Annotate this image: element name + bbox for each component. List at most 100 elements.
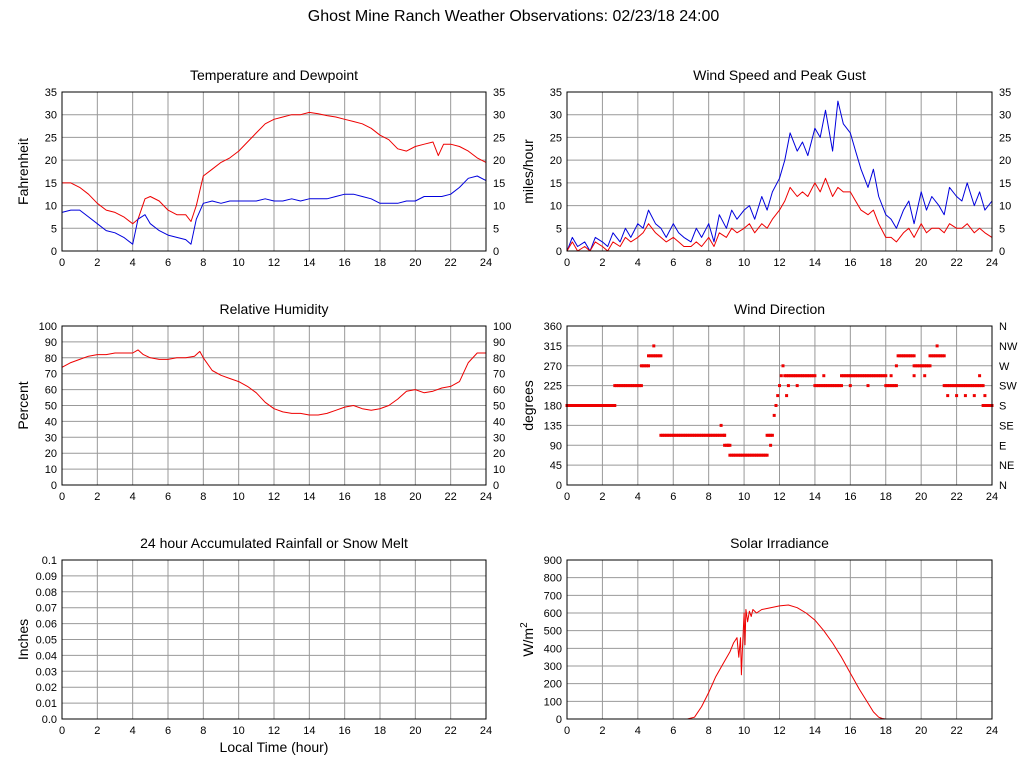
x-tick-label: 18: [880, 257, 892, 269]
x-tick-label: 16: [339, 257, 351, 269]
wind-direction-point: [696, 433, 700, 437]
y-tick-label: 30: [45, 432, 57, 444]
y-tick-label: 35: [550, 87, 562, 99]
wind-direction-point: [854, 374, 858, 378]
x-tick-label: 12: [268, 257, 280, 269]
wind-direction-point: [668, 433, 672, 437]
wind-direction-point: [817, 384, 820, 388]
x-tick-label: 18: [374, 257, 386, 269]
wind-direction-point: [732, 453, 735, 457]
rh-title: Relative Humidity: [220, 301, 329, 317]
wind-direction-point: [801, 374, 804, 378]
wind-direction-point: [707, 433, 711, 437]
wind-direction-point: [949, 384, 953, 388]
wind-direction-point: [889, 374, 893, 378]
wind-direction-point: [864, 374, 868, 378]
y-tick-label: 0.07: [36, 603, 57, 615]
x-tick-label: 0: [564, 491, 570, 503]
wind-direction-point: [700, 433, 704, 437]
wind-direction-point: [753, 453, 757, 457]
wind-direction-point: [939, 354, 943, 358]
wind-direction-point: [716, 433, 719, 437]
right-tick-label: 10: [999, 201, 1011, 213]
wind-direction-point: [788, 374, 792, 378]
wind-direction-point: [756, 453, 760, 457]
wind-direction-point: [576, 404, 580, 407]
wind-direction-point: [708, 433, 712, 437]
wind-direction-point: [774, 404, 778, 407]
wind-direction-point: [935, 354, 939, 358]
temp-y-axis-label: Fahrenheit: [15, 138, 31, 205]
y-tick-label: 0: [556, 714, 562, 726]
x-tick-label: 10: [233, 491, 245, 503]
wind-direction-point: [705, 433, 709, 437]
wind-direction-point: [755, 453, 758, 457]
y-tick-label: 40: [45, 416, 57, 428]
wind-direction-point: [723, 443, 727, 447]
x-tick-label: 4: [635, 491, 641, 503]
wind-direction-point: [625, 384, 629, 388]
wind-direction-point: [976, 384, 980, 388]
x-tick-label: 18: [374, 725, 386, 737]
wind-direction-point: [893, 384, 897, 388]
wind-direction-point: [978, 374, 982, 378]
x-tick-label: 14: [809, 725, 821, 737]
x-tick-label: 4: [635, 725, 641, 737]
wind-direction-point: [618, 384, 622, 388]
x-tick-label: 16: [339, 491, 351, 503]
wind-direction-point: [739, 453, 742, 457]
wind-direction-point: [917, 364, 921, 368]
temp-plot-frame: [61, 91, 487, 252]
wind-direction-point: [758, 453, 762, 457]
wind-direction-point: [772, 413, 776, 417]
x-tick-label: 6: [670, 491, 676, 503]
y-tick-label: 10: [45, 464, 57, 476]
wind-direction-point: [822, 384, 826, 388]
wind-direction-point: [857, 374, 861, 378]
wind-direction-point: [783, 374, 787, 378]
wind-direction-point: [790, 374, 794, 378]
right-tick-label: E: [999, 440, 1006, 452]
wind-direction-point: [639, 364, 643, 368]
wind-direction-point: [928, 364, 932, 368]
wind-direction-point: [586, 404, 590, 407]
wind-direction-point: [834, 384, 838, 388]
x-tick-label: 2: [94, 491, 100, 503]
wind-direction-point: [597, 404, 601, 407]
y-tick-label: 0.04: [36, 650, 57, 662]
wind-direction-point: [645, 364, 649, 368]
x-tick-label: 12: [773, 257, 785, 269]
wind-direction-point: [841, 374, 845, 378]
right-tick-label: 90: [493, 337, 505, 349]
wind-direction-point: [818, 384, 822, 388]
wdir-plot-frame: [566, 325, 993, 486]
x-tick-label: 18: [880, 491, 892, 503]
x-tick-label: 16: [844, 725, 856, 737]
wind-direction-point: [730, 453, 734, 457]
wind-direction-point: [567, 404, 571, 407]
wind-direction-point: [940, 354, 944, 358]
wind-direction-point: [611, 404, 615, 407]
wind-direction-point: [925, 364, 928, 368]
wind-direction-point: [749, 453, 753, 457]
x-tick-label: 20: [915, 491, 927, 503]
wind-direction-point: [655, 354, 659, 358]
wind-direction-point: [785, 374, 789, 378]
y-tick-label: 300: [544, 661, 562, 673]
wind-direction-point: [877, 374, 881, 378]
y-tick-label: 800: [544, 573, 562, 585]
wind-direction-point: [863, 374, 866, 378]
wind-direction-point: [666, 433, 670, 437]
y-tick-label: 20: [45, 448, 57, 460]
wind-direction-point: [652, 354, 656, 358]
wind-direction-point: [572, 404, 576, 407]
solar-y-axis-label: W/m2: [519, 622, 536, 657]
y-tick-label: 135: [544, 420, 562, 432]
wind-direction-point: [829, 384, 833, 388]
wind-direction-point: [664, 433, 668, 437]
y-tick-label: 0: [51, 246, 57, 258]
right-tick-label: 100: [493, 321, 511, 333]
